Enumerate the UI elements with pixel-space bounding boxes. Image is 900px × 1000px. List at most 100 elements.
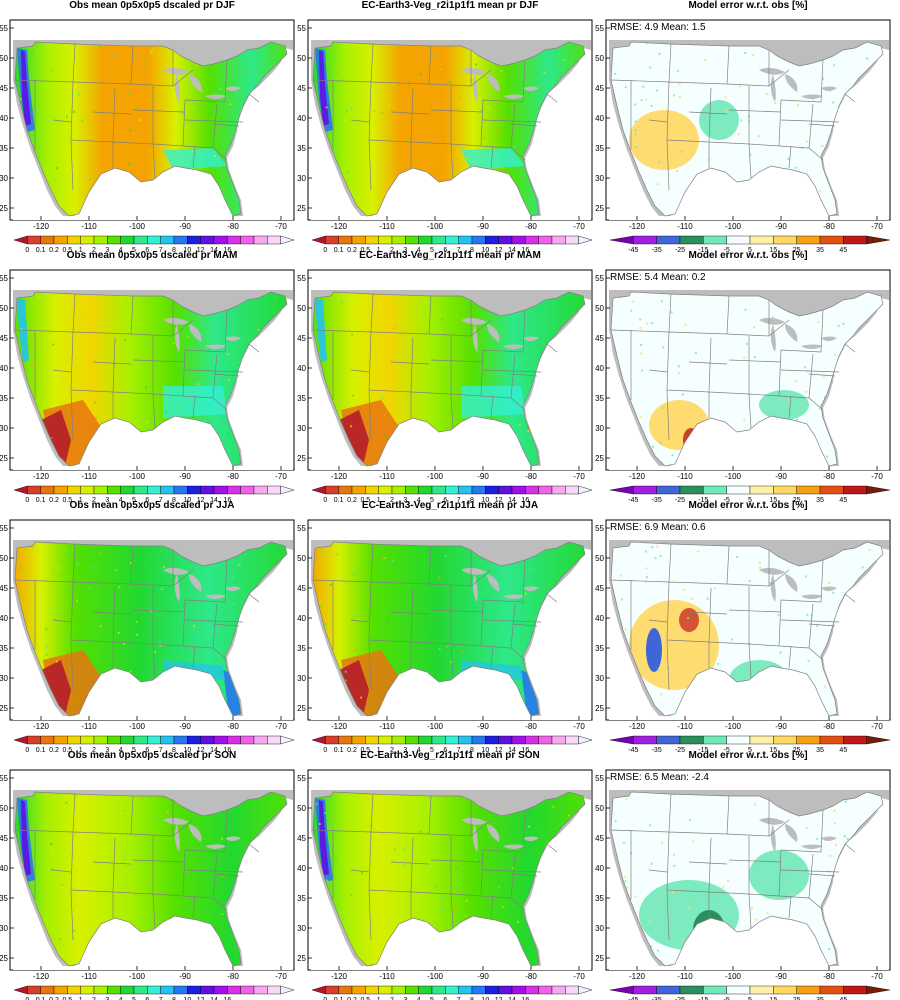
precip-speckle (58, 938, 61, 941)
precip-speckle (90, 620, 93, 623)
error-speckle (748, 580, 751, 582)
precip-speckle (361, 872, 363, 875)
colorbar-swatch (227, 485, 241, 495)
colorbar-label: 7 (457, 997, 461, 1000)
lat-tick-label: 50 (595, 54, 604, 63)
colorbar-swatch (173, 735, 188, 745)
precip-speckle (169, 127, 172, 130)
lat-tick-label: 40 (0, 864, 9, 873)
lon-tick-label: -80 (525, 722, 537, 731)
lon-tick-label: -100 (725, 222, 742, 231)
colorbar-swatch (120, 485, 135, 495)
precip-speckle (201, 90, 204, 93)
error-speckle (754, 356, 756, 359)
precip-speckle (128, 91, 130, 94)
colorbar-label: 0 (323, 497, 327, 504)
precip-speckle (526, 425, 529, 428)
colorbar-swatch (147, 985, 161, 995)
map-area (311, 40, 591, 220)
lon-tick-label: -100 (129, 472, 146, 481)
error-speckle (754, 803, 757, 806)
precip-speckle (164, 850, 167, 853)
lon-tick-label: -120 (629, 972, 646, 981)
colorbar-swatch (227, 235, 241, 245)
error-speckle (866, 57, 869, 60)
lon-tick-label: -80 (525, 222, 537, 231)
lon-tick-label: -120 (629, 722, 646, 731)
lat-tick-label: 30 (595, 424, 604, 433)
colorbar-swatch (378, 735, 393, 745)
error-speckle (828, 948, 831, 951)
error-speckle (801, 403, 804, 406)
colorbar-swatch (679, 985, 704, 995)
precip-sw-arid (41, 410, 71, 466)
colorbar-swatch (53, 735, 68, 745)
error-speckle (645, 567, 648, 570)
lat-tick-label: 25 (0, 954, 9, 963)
colorbar-swatch (133, 235, 148, 245)
precip-speckle (518, 122, 521, 125)
precip-speckle (346, 171, 349, 174)
precip-speckle (79, 173, 82, 176)
precip-speckle (325, 106, 328, 109)
colorbar-label: 8 (172, 247, 176, 254)
colorbar-label: 5 (430, 247, 434, 254)
lon-tick-label: -80 (823, 722, 835, 731)
colorbar-label: 14 (210, 997, 218, 1000)
colorbar-label: 0.2 (49, 497, 59, 504)
error-speckle (834, 822, 836, 825)
error-speckle (660, 693, 663, 696)
precip-speckle (440, 68, 443, 71)
colorbar-label: -25 (675, 497, 685, 504)
precip-speckle (82, 316, 85, 319)
colorbar-label: 5 (430, 497, 434, 504)
colorbar-label: 35 (816, 747, 824, 754)
error-speckle (805, 827, 808, 829)
colorbar-swatch (311, 235, 326, 245)
precip-speckle (350, 108, 353, 110)
lon-tick-label: -70 (573, 472, 585, 481)
precip-speckle (233, 602, 236, 605)
error-speckle (659, 441, 662, 444)
colorbar-swatch (133, 985, 148, 995)
precip-speckle (50, 437, 53, 439)
colorbar-label: 14 (508, 247, 516, 254)
precip-speckle (222, 155, 225, 158)
precip-speckle (51, 69, 54, 72)
error-speckle (634, 129, 637, 132)
colorbar-label: 16 (521, 497, 529, 504)
colorbar-swatch (485, 985, 499, 995)
colorbar-label: 0 (323, 747, 327, 754)
lon-tick-label: -100 (725, 472, 742, 481)
colorbar-swatch (351, 485, 366, 495)
precip-speckle (466, 157, 469, 160)
error-speckle (846, 837, 849, 840)
lon-tick-label: -70 (871, 222, 883, 231)
precip-speckle (379, 62, 382, 64)
colorbar-label: 7 (159, 997, 163, 1000)
precip-speckle (323, 551, 326, 554)
error-speckle (790, 894, 793, 896)
lat-tick-label: 45 (0, 834, 9, 843)
lon-tick-label: -120 (33, 722, 50, 731)
precip-speckle (19, 567, 22, 570)
lon-tick-label: -110 (677, 722, 693, 731)
error-speckle (832, 591, 835, 594)
colorbar-swatch (253, 985, 268, 995)
colorbar-label: 0.2 (49, 997, 59, 1000)
error-speckle (659, 555, 662, 557)
colorbar-swatch (819, 235, 844, 245)
colorbar-swatch (147, 235, 161, 245)
lon-tick-label: -100 (427, 972, 444, 981)
colorbar-swatch (538, 735, 553, 745)
colorbar-label: 35 (816, 497, 824, 504)
error-speckle (817, 321, 820, 324)
precip-speckle (319, 605, 322, 608)
colorbar-swatch (843, 985, 867, 995)
precip-speckle (202, 854, 205, 857)
lat-tick-label: 30 (0, 674, 9, 683)
precip-speckle (219, 88, 222, 90)
colorbar-swatch (578, 485, 593, 495)
